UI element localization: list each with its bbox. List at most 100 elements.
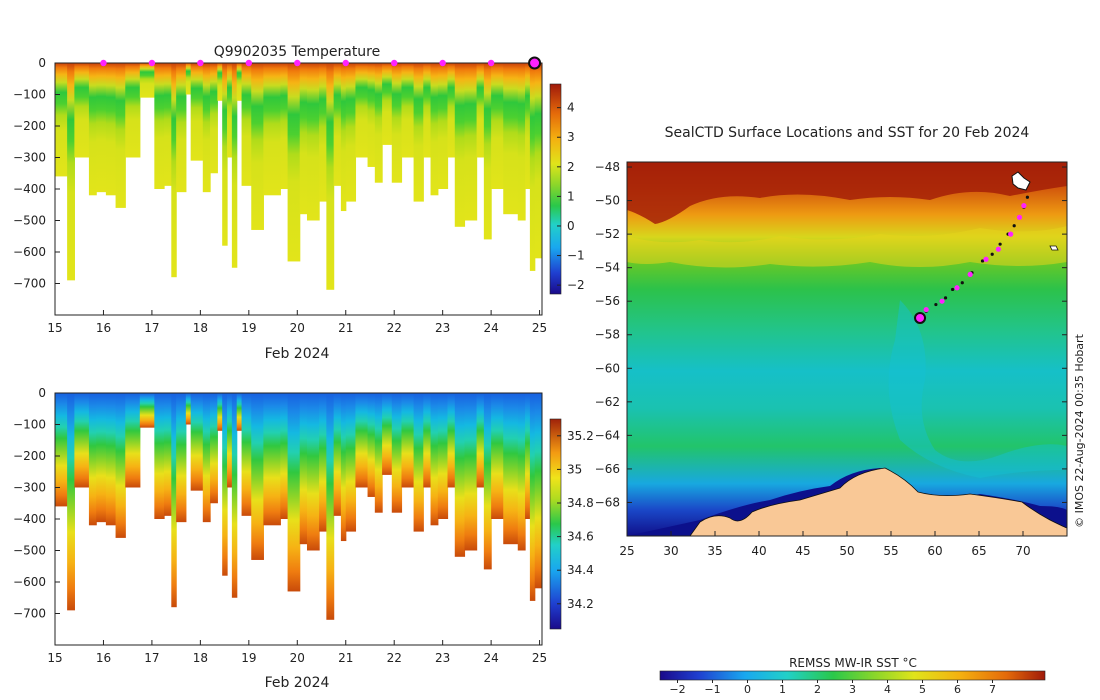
profile-column [374, 63, 383, 183]
profile-column [115, 393, 126, 538]
profile-column [401, 393, 415, 488]
profile-column [176, 393, 187, 523]
profile-column [534, 393, 542, 589]
profile-column [374, 393, 383, 513]
profile-column [430, 393, 439, 526]
y-tick-label: −700 [13, 607, 46, 621]
colorbar-tick-label: 34.2 [567, 597, 594, 611]
x-tick-label: 25 [619, 544, 634, 558]
salinity-xlabel: Feb 2024 [265, 675, 330, 691]
track-point [980, 259, 985, 263]
profile-column [464, 63, 478, 221]
track-point [934, 302, 938, 307]
sst-field [627, 162, 1067, 536]
profile-column [55, 393, 68, 507]
profile-column [437, 393, 449, 519]
profile-column [132, 393, 141, 488]
profile-column [139, 63, 155, 98]
profile-column [263, 393, 281, 526]
kerguelen-island-shape [1011, 171, 1031, 191]
profile-column [202, 63, 211, 193]
cool-tongue [888, 300, 1067, 478]
profile-column [306, 63, 320, 221]
y-tick-label: −48 [595, 160, 620, 174]
profile-column [185, 393, 192, 425]
x-tick-label: 20 [290, 651, 305, 665]
profile-column [491, 393, 504, 519]
profile-column [517, 393, 526, 551]
profile-marker [100, 59, 107, 67]
profile-column [529, 63, 536, 271]
profile-column [491, 63, 504, 189]
profile-column [251, 63, 264, 230]
profile-column [154, 393, 165, 519]
temperature-colorbar-ticks: 4 3 2 1 0 −1 −2 [557, 101, 585, 292]
temperature-ticks: 15 16 17 18 19 20 21 22 23 24 25 0 −100 −200 −300 −400 −… [13, 56, 547, 335]
profile-column [382, 393, 393, 475]
salinity-ticks: 15 16 17 18 19 20 21 22 23 24 25 0 −100 −200 −300 −400 −… [13, 386, 547, 665]
colorbar-tick-label: 35 [567, 462, 582, 476]
y-tick-label: −100 [13, 418, 46, 432]
track-point [943, 296, 948, 300]
profile-marker [245, 59, 253, 67]
y-tick-label: −56 [595, 294, 620, 308]
profile-column [74, 393, 90, 488]
profile-column [241, 63, 252, 186]
profile-column [437, 63, 449, 189]
profile-column [210, 393, 218, 504]
profile-column [326, 63, 335, 290]
profile-column [454, 393, 466, 557]
profile-column [67, 63, 75, 281]
profile-column [326, 393, 335, 620]
profile-column [391, 63, 403, 183]
sst-colorbar-tick-label: 4 [884, 683, 891, 696]
profile-marker [391, 59, 398, 67]
x-tick-label: 19 [241, 651, 256, 665]
y-tick-label: −400 [13, 512, 46, 526]
profile-column [217, 393, 223, 431]
temperature-title: Q9902035 Temperature [214, 44, 381, 60]
x-tick-label: 65 [971, 544, 986, 558]
sst-colorbar-tick-label: 2 [814, 683, 821, 696]
sst-colorbar-tick-label: 3 [849, 683, 856, 696]
colorbar-tick-label: −1 [567, 249, 585, 263]
profile-column [355, 393, 369, 488]
y-tick-label: −62 [595, 395, 620, 409]
profile-column [251, 393, 264, 560]
profile-column [525, 63, 531, 189]
profile-column [67, 393, 75, 611]
x-tick-label: 22 [387, 321, 402, 335]
profile-column [125, 393, 134, 488]
profile-column [529, 393, 536, 601]
profile-column [423, 393, 432, 488]
x-tick-label: 15 [47, 321, 62, 335]
track-point [1025, 195, 1029, 199]
y-tick-label: −600 [13, 575, 46, 589]
profile-column [367, 63, 376, 167]
salinity-profiles [55, 393, 542, 620]
sst-colorbar-tick-label: 5 [919, 683, 926, 696]
profile-column [217, 63, 223, 101]
profile-column [222, 63, 228, 246]
profile-column [299, 63, 308, 215]
credit-text: © IMOS 22-Aug-2024 00:35 Hobart [1073, 333, 1086, 527]
antarctica-land [689, 467, 1067, 536]
sst-colorbar-tick-label: 1 [779, 683, 786, 696]
profile-column [413, 63, 424, 202]
profile-column [355, 63, 369, 158]
profile-column [345, 393, 357, 532]
track-profile-marker [967, 271, 973, 277]
profile-marker [148, 59, 156, 67]
profile-column [55, 63, 68, 177]
sst-colorbar [659, 670, 1046, 681]
x-tick-label: 35 [707, 544, 722, 558]
x-tick-label: 70 [1015, 544, 1030, 558]
x-tick-label: 23 [435, 321, 450, 335]
colorbar-tick-label: 4 [567, 101, 575, 115]
temperature-colorbar [549, 83, 562, 295]
colorbar-tick-label: 34.8 [567, 496, 594, 510]
track-point [990, 252, 994, 256]
profile-column [263, 63, 281, 196]
profile-column [503, 63, 519, 215]
